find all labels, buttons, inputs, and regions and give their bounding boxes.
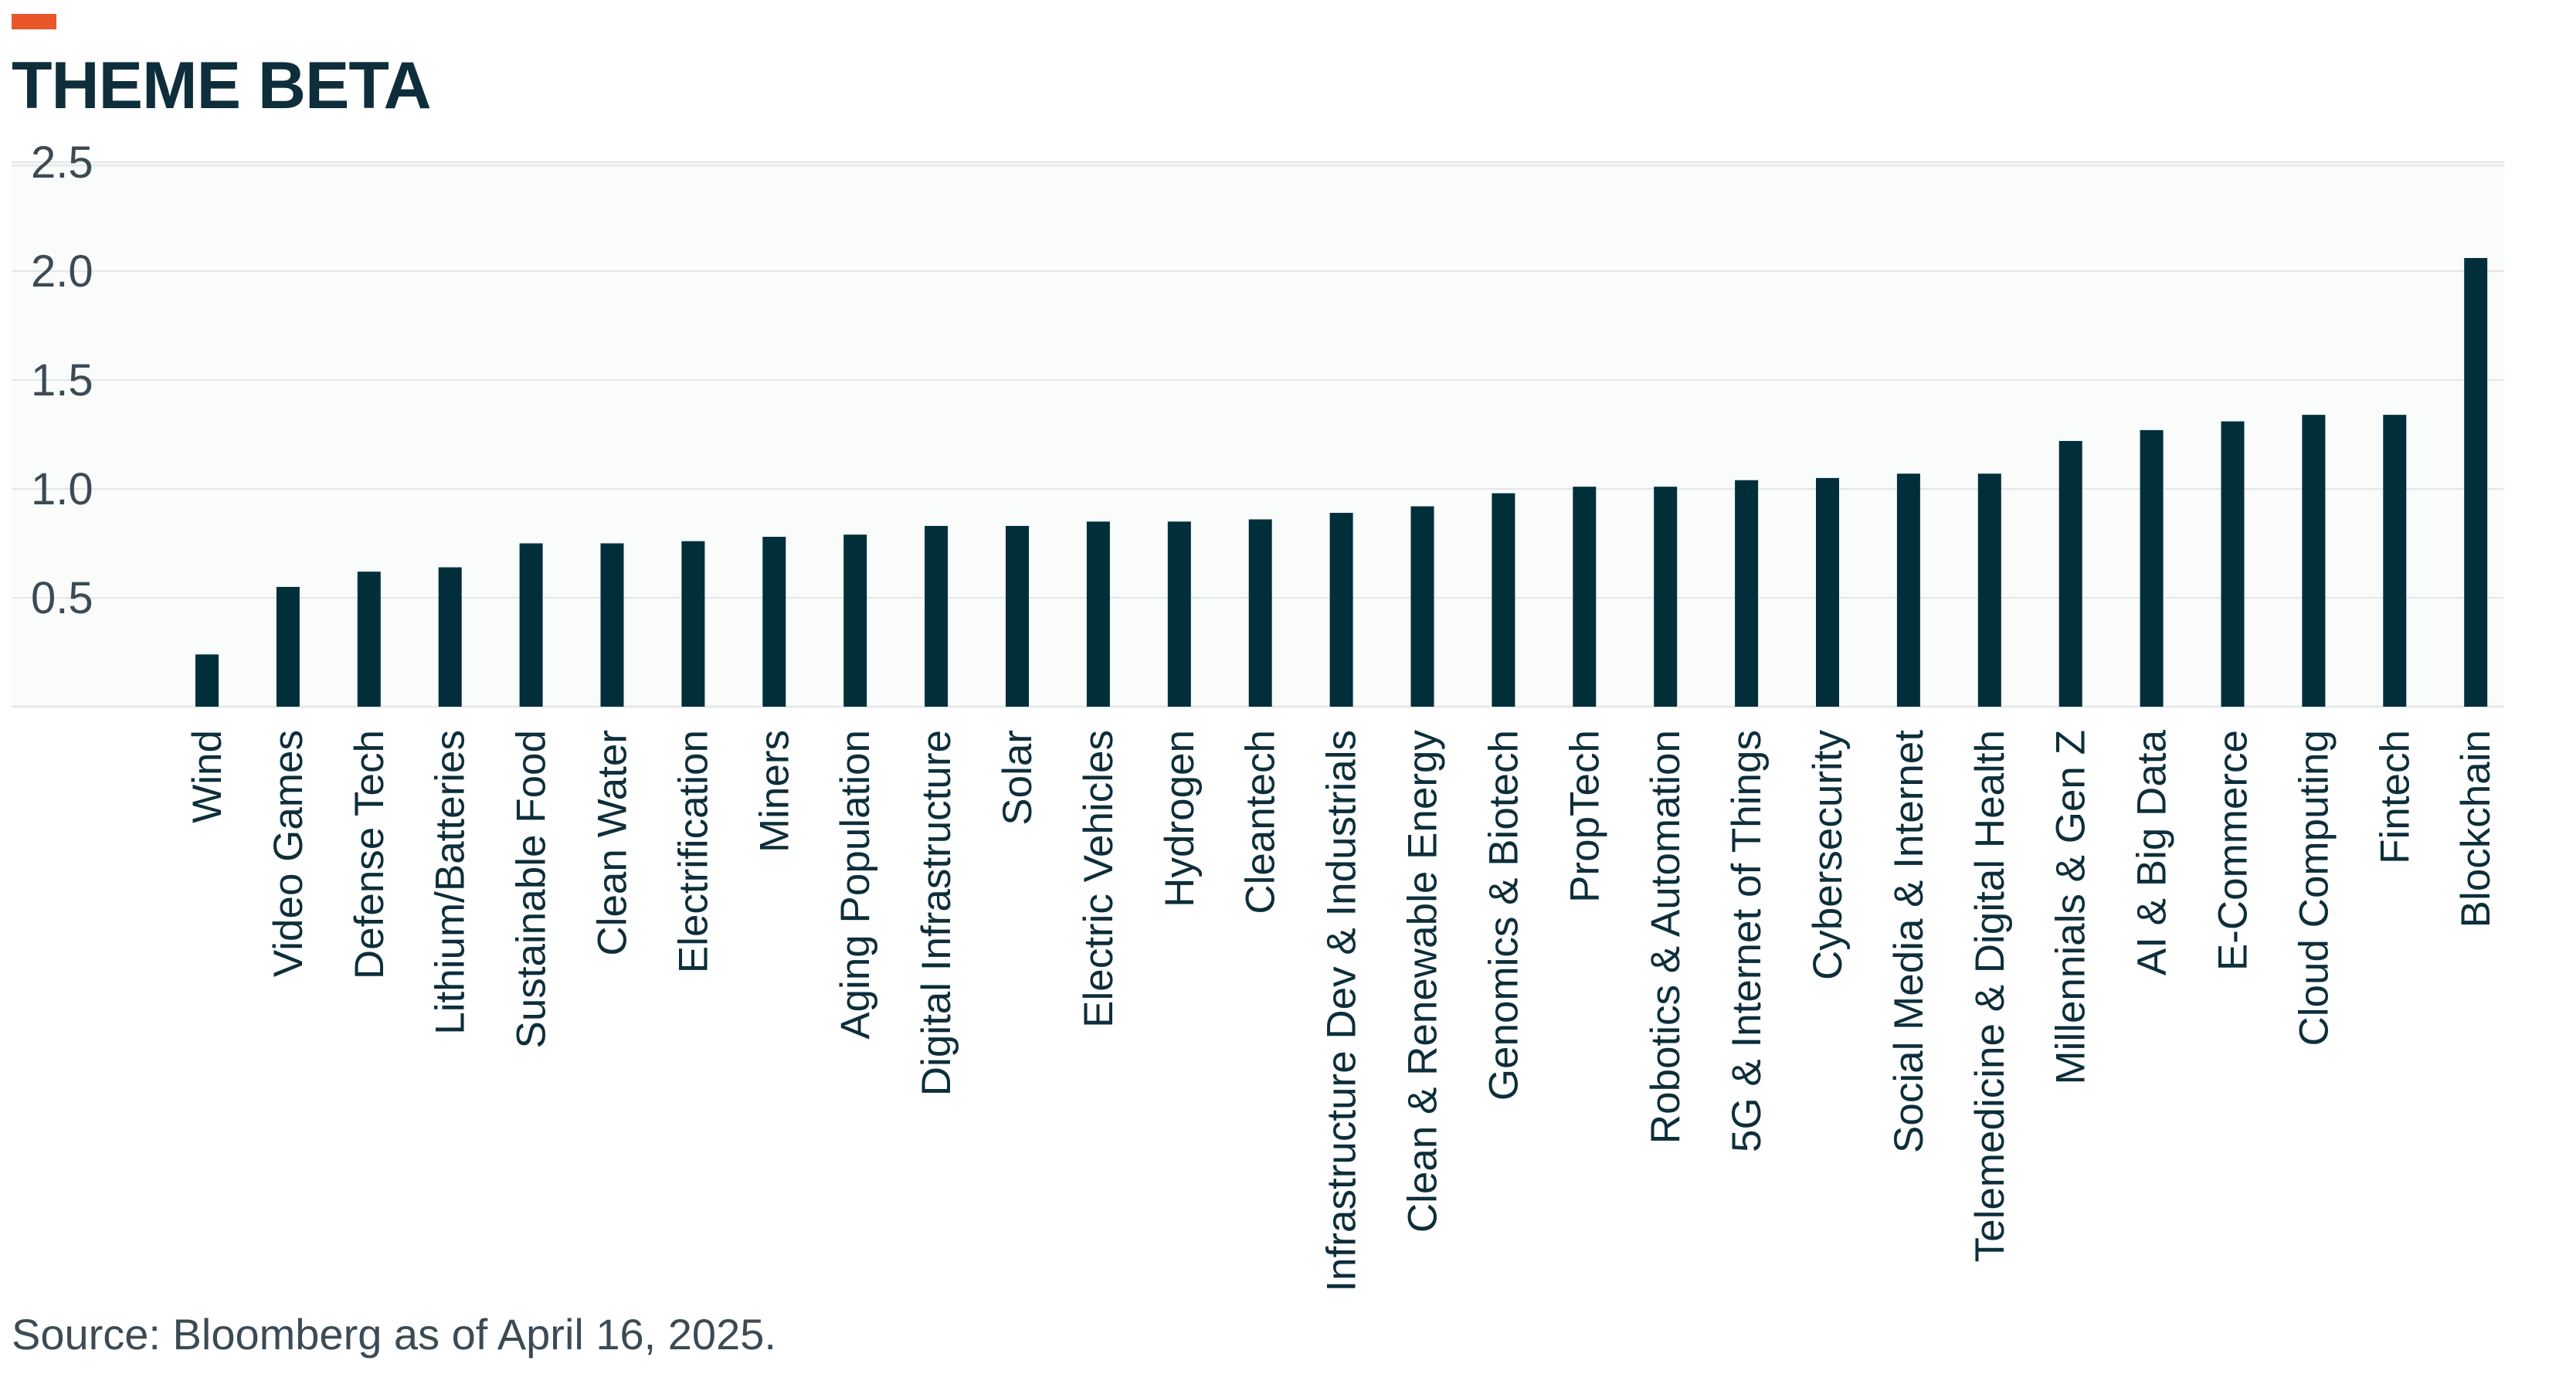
x-tick-label: Genomics & Biotech <box>1481 730 1526 1101</box>
x-tick-label: Cybersecurity <box>1805 730 1851 980</box>
bar <box>600 543 624 707</box>
brand-accent-bar <box>12 14 56 29</box>
source-note: Source: Bloomberg as of April 16, 2025. <box>12 1310 776 1359</box>
bar <box>1086 521 1110 707</box>
bar <box>195 654 219 707</box>
bar <box>1410 506 1434 707</box>
x-tick-label: Infrastructure Dev & Industrials <box>1319 730 1365 1292</box>
x-tick-label: Hydrogen <box>1157 730 1203 908</box>
bar <box>1896 473 1920 707</box>
bar <box>1977 473 2001 707</box>
bar <box>2383 415 2407 707</box>
x-tick-label: Solar <box>995 730 1040 826</box>
x-tick-label: Video Games <box>266 730 311 977</box>
x-tick-label: PropTech <box>1562 730 1607 903</box>
bar <box>1573 487 1597 707</box>
bar <box>276 586 300 707</box>
bar <box>762 537 786 707</box>
x-tick-label: Clean Water <box>590 730 636 956</box>
bar <box>2221 421 2245 707</box>
bar <box>1654 487 1678 707</box>
x-tick-label: Lithium/Batteries <box>428 730 473 1035</box>
bar <box>438 567 462 707</box>
bar <box>2464 258 2488 707</box>
x-tick-label: Fintech <box>2372 730 2418 864</box>
bar <box>2140 429 2164 707</box>
chart-title: THEME BETA <box>12 49 432 123</box>
x-tick-label: Defense Tech <box>347 730 392 979</box>
x-tick-label: Wind <box>185 730 230 823</box>
bars <box>195 258 2488 707</box>
bar <box>1816 477 1839 707</box>
bar <box>1167 521 1191 707</box>
y-tick-label: 0.5 <box>31 573 93 623</box>
x-tick-label: Social Media & Internet <box>1886 730 1932 1153</box>
x-tick-label: Robotics & Automation <box>1643 730 1688 1144</box>
bar <box>2302 415 2326 707</box>
x-tick-label: Electrification <box>670 730 716 973</box>
y-tick-label: 2.5 <box>31 137 93 188</box>
x-tick-label: Digital Infrastructure <box>914 730 959 1096</box>
bar <box>925 525 949 707</box>
x-tick-label: Clean & Renewable Energy <box>1400 730 1446 1233</box>
x-tick-label: AI & Big Data <box>2130 729 2175 975</box>
bar <box>1492 493 1515 707</box>
x-tick-label: Electric Vehicles <box>1076 730 1122 1028</box>
y-tick-label: 2.0 <box>31 246 93 297</box>
y-tick-label: 1.0 <box>31 464 93 514</box>
bar <box>1329 513 1353 707</box>
x-tick-label: E-Commerce <box>2211 730 2256 971</box>
x-axis-tick-labels: Wind Video Games Defense Tech Lithium/Batte… <box>185 729 2499 1291</box>
x-tick-label: Cleantech <box>1238 730 1284 914</box>
x-tick-label: Aging Population <box>833 730 878 1040</box>
bar <box>681 541 705 707</box>
bar <box>519 543 543 707</box>
bar <box>1006 525 1029 707</box>
bar <box>1735 480 1759 707</box>
bar <box>357 572 381 707</box>
bar-chart: 0.5 1.0 1.5 2.0 2.5 Wind Video Games Defense T… <box>12 137 2504 1292</box>
x-tick-label: Miners <box>752 730 797 853</box>
x-tick-label: Blockchain <box>2453 730 2499 928</box>
y-tick-label: 1.5 <box>31 355 93 405</box>
y-axis-tick-labels: 0.5 1.0 1.5 2.0 2.5 <box>31 137 93 623</box>
x-tick-label: Sustainable Food <box>509 730 555 1049</box>
bar <box>843 534 867 707</box>
x-tick-label: Cloud Computing <box>2291 730 2337 1047</box>
x-tick-label: 5G & Internet of Things <box>1724 730 1770 1152</box>
x-tick-label: Millennials & Gen Z <box>2048 730 2094 1085</box>
bar <box>1248 519 1272 707</box>
bar <box>2058 440 2082 707</box>
x-tick-label: Telemedicine & Digital Health <box>1967 730 2013 1262</box>
